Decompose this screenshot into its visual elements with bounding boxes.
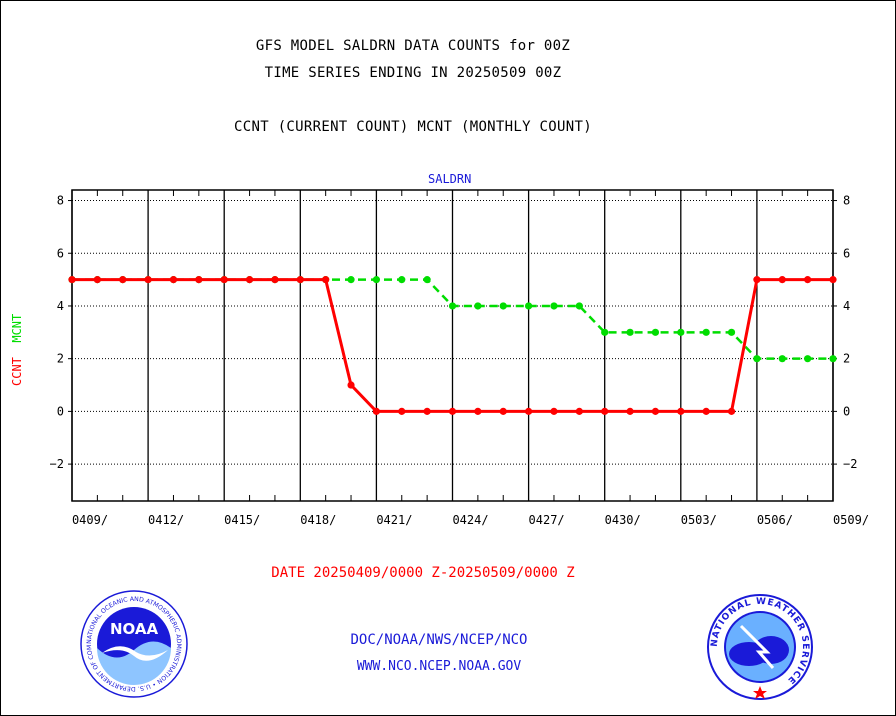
data-point-mcnt [829,355,837,363]
data-point-mcnt [702,328,710,336]
data-point-mcnt [474,302,482,310]
data-point-ccnt [347,381,355,389]
y-tick-label-right: 6 [843,246,850,260]
noaa-logo: NOAA NATIONAL OCEANIC AND ATMOSPHERIC AD… [80,590,188,698]
x-tick-label: 0418/ [300,513,336,527]
data-point-mcnt [499,302,507,310]
data-point-ccnt [93,276,101,284]
data-point-mcnt [423,276,431,284]
data-point-mcnt [448,302,457,310]
data-point-mcnt [575,302,583,310]
data-point-ccnt [448,407,457,415]
y-tick-label-right: −2 [843,457,857,471]
data-point-ccnt [68,276,76,284]
x-tick-label: 0415/ [224,513,260,527]
x-tick-label: 0424/ [452,513,488,527]
data-point-ccnt [778,276,786,284]
data-point-ccnt [829,276,837,284]
y-tick-label-left: 8 [57,194,64,208]
y-tick-label-left: 4 [57,299,64,313]
data-point-ccnt [575,407,583,415]
data-point-ccnt [119,276,127,284]
data-point-ccnt [804,276,812,284]
x-tick-label: 0421/ [376,513,412,527]
data-point-ccnt [550,407,558,415]
data-point-ccnt [651,407,660,415]
y-tick-label-left: 2 [57,352,64,366]
x-tick-label: 0503/ [681,513,717,527]
data-point-ccnt [220,276,228,284]
data-point-ccnt [626,407,634,415]
data-point-ccnt [753,276,761,284]
data-point-mcnt [778,355,786,363]
y-tick-label-right: 0 [843,404,850,418]
x-tick-label: 0427/ [529,513,565,527]
data-point-ccnt [601,407,609,415]
footer-url[interactable]: WWW.NCO.NCEP.NOAA.GOV [356,659,522,674]
x-tick-label: 0509/ [833,513,869,527]
data-point-mcnt [601,328,609,336]
chart-subtitle: CCNT (CURRENT COUNT) MCNT (MONTHLY COUNT… [234,119,592,135]
data-point-ccnt [702,407,710,415]
data-point-mcnt [651,328,660,336]
footer-org: DOC/NOAA/NWS/NCEP/NCO [350,632,528,648]
data-point-ccnt [245,276,254,284]
data-point-mcnt [626,328,634,336]
data-point-mcnt [347,276,355,284]
data-point-ccnt [296,276,304,284]
y-tick-label-left: −2 [50,457,64,471]
data-point-ccnt [271,276,279,284]
nws-logo: NATIONAL WEATHER SERVICE [707,594,813,700]
data-point-ccnt [398,407,406,415]
data-point-mcnt [753,355,761,363]
x-tick-label: 0506/ [757,513,793,527]
data-point-mcnt [677,328,685,336]
data-point-mcnt [398,276,406,284]
y-tick-label-right: 4 [843,299,850,313]
x-tick-label: 0430/ [605,513,641,527]
x-tick-label: 0412/ [148,513,184,527]
data-point-ccnt [169,276,178,284]
data-point-ccnt [727,407,736,415]
y-tick-label-right: 2 [843,352,850,366]
chart-title: GFS MODEL SALDRN DATA COUNTS for 00Z [255,38,571,54]
data-point-ccnt [499,407,507,415]
data-point-ccnt [195,276,203,284]
data-point-mcnt [525,302,533,310]
data-point-ccnt [474,407,482,415]
data-point-mcnt [727,328,736,336]
data-point-mcnt [550,302,558,310]
data-point-mcnt [804,355,812,363]
data-point-ccnt [677,407,685,415]
svg-text:NOAA: NOAA [110,620,159,638]
panel-label: SALDRN [428,172,472,186]
data-point-ccnt [322,276,330,284]
data-point-ccnt [144,276,152,284]
y-tick-label-left: 0 [57,404,64,418]
x-tick-label: 0409/ [72,513,108,527]
data-point-ccnt [525,407,533,415]
data-point-ccnt [372,407,380,415]
data-point-ccnt [423,407,431,415]
data-point-mcnt [372,276,380,284]
chart-title-line2: TIME SERIES ENDING IN 20250509 00Z [264,65,562,81]
date-range-label: DATE 20250409/0000 Z-20250509/0000 Z [271,565,575,581]
y-tick-label-left: 6 [57,246,64,260]
y-tick-label-right: 8 [843,194,850,208]
